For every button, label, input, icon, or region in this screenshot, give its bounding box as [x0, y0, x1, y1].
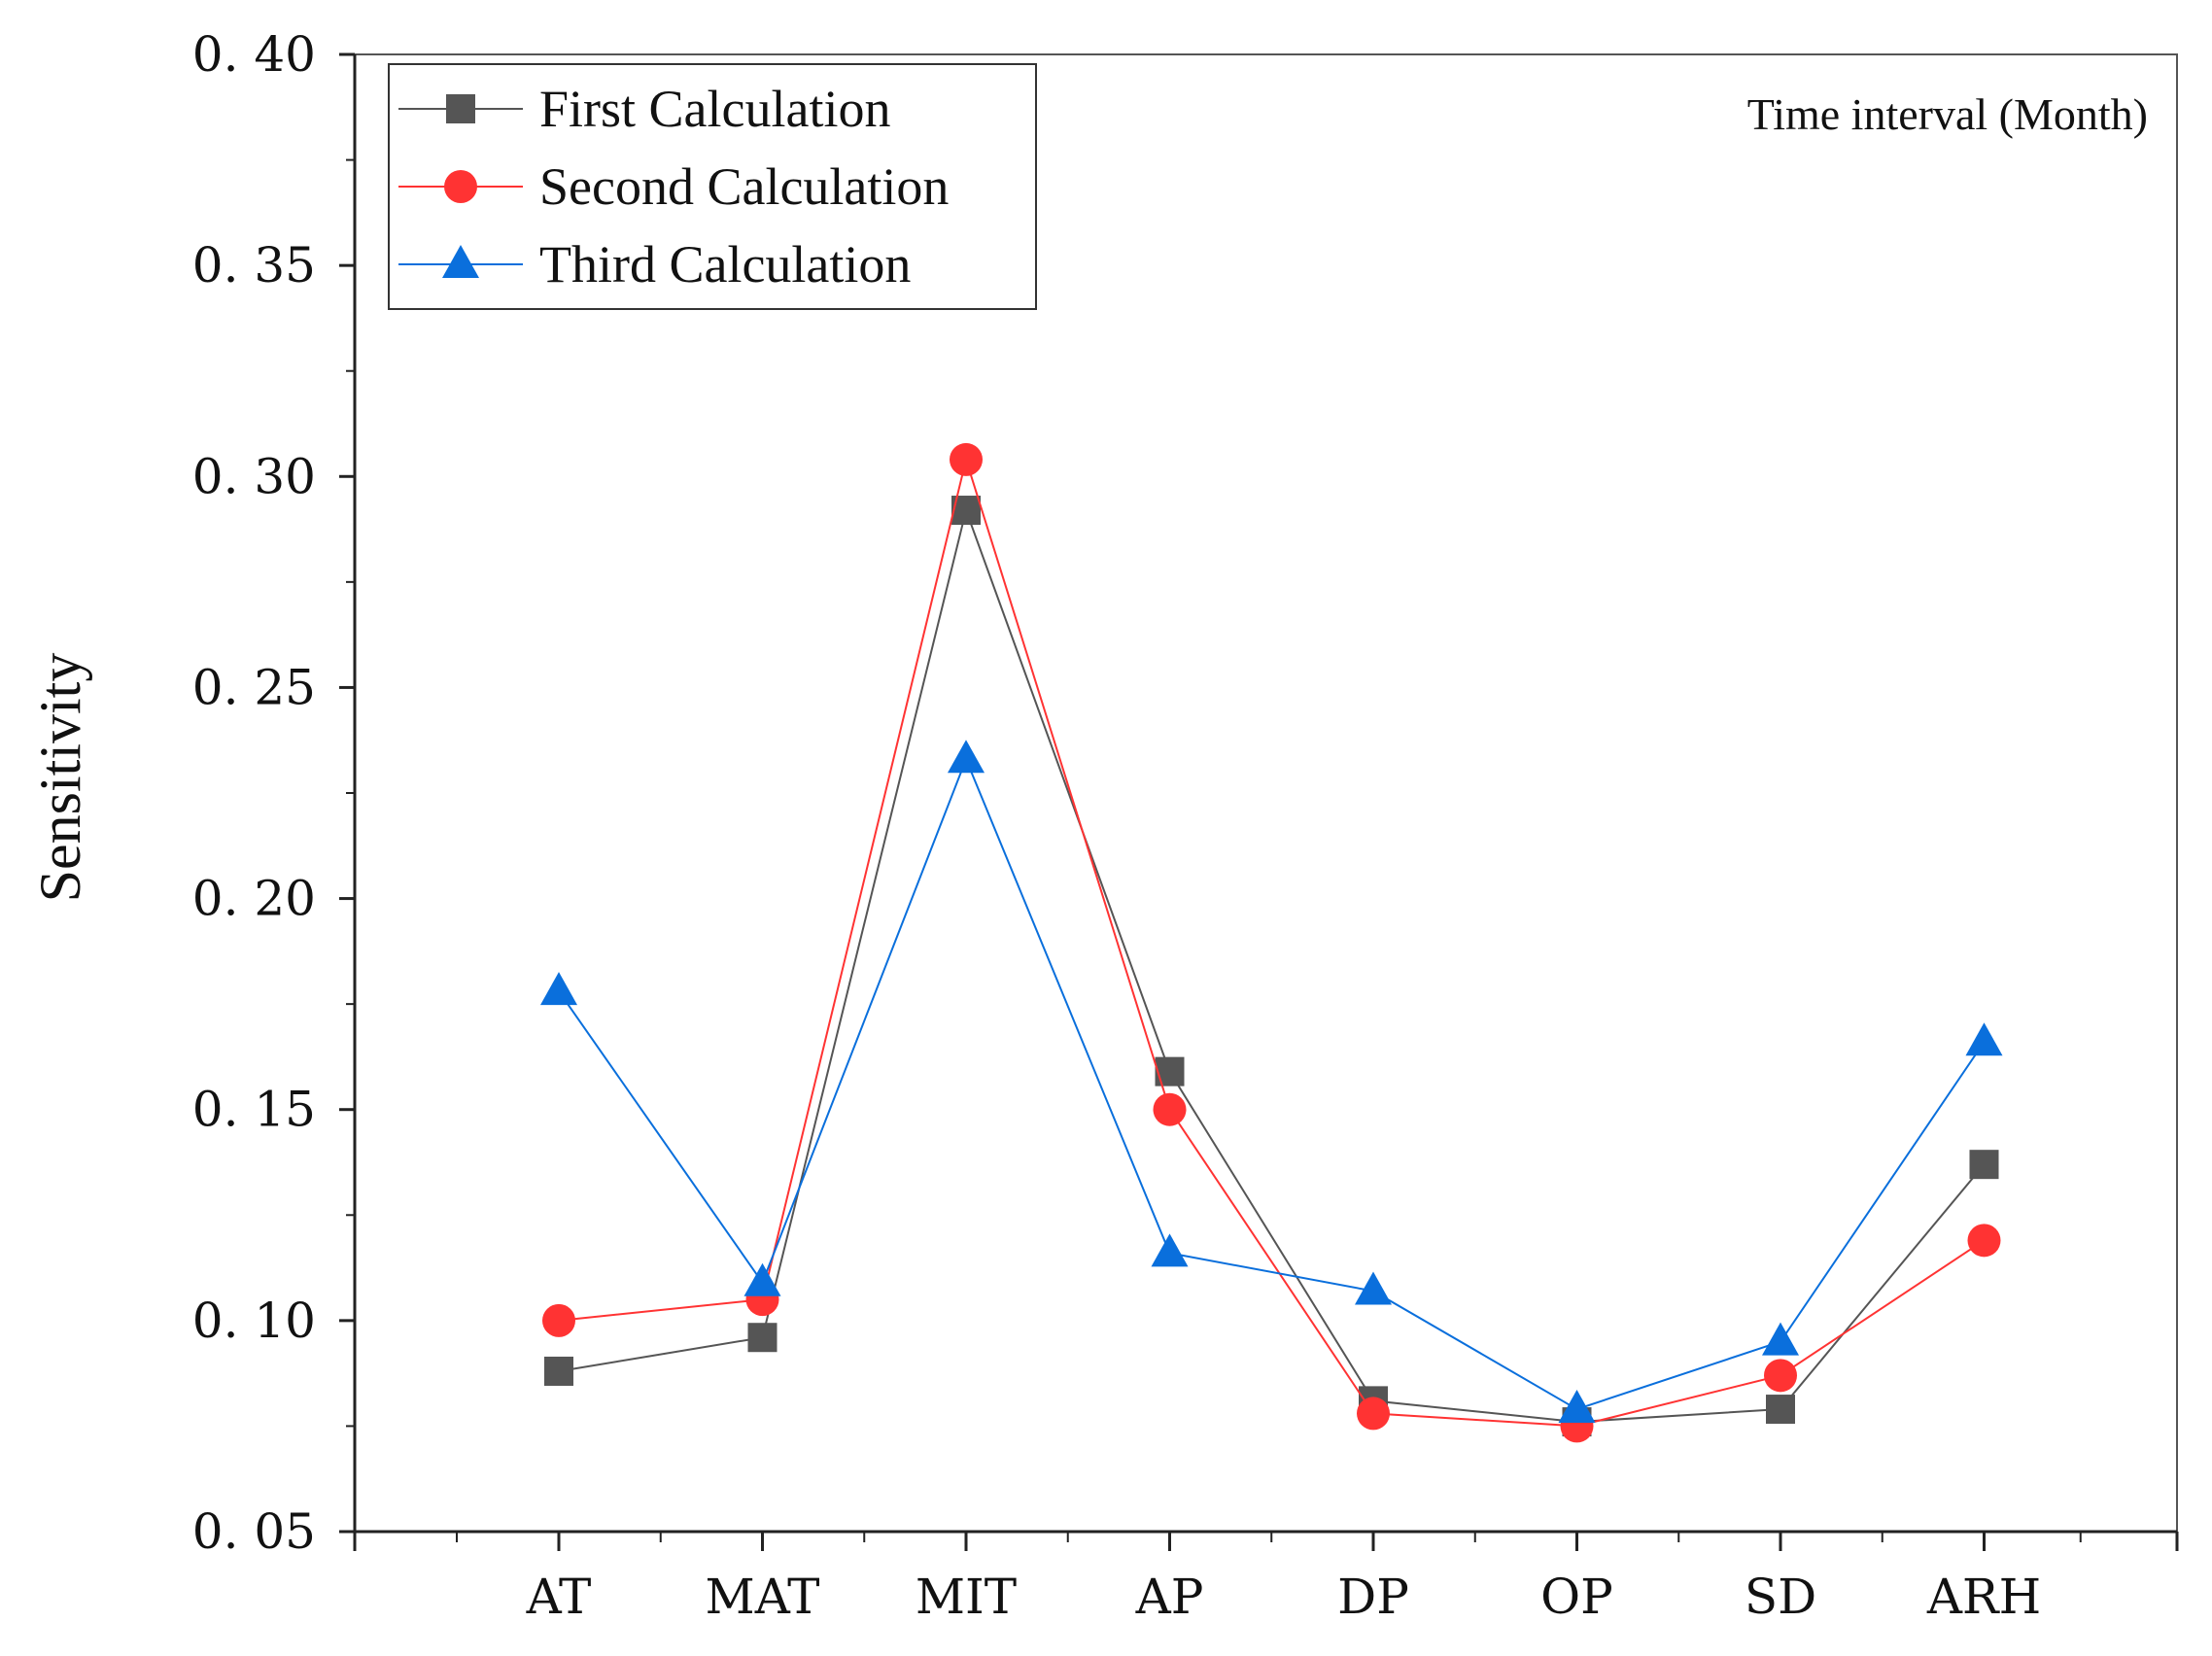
y-tick-label: 0. 10: [192, 1293, 316, 1349]
y-axis-label: Sensitivity: [28, 653, 92, 903]
series-3: [540, 740, 2003, 1424]
y-tick-label: 0. 40: [192, 26, 316, 83]
data-point: [1357, 1397, 1390, 1431]
x-tick-label: ARH: [1926, 1569, 2041, 1625]
legend-marker: [446, 94, 475, 123]
data-point: [1153, 1092, 1187, 1126]
y-tick-label: 0. 35: [192, 237, 316, 293]
x-tick-label: MIT: [916, 1569, 1017, 1625]
legend-entry: Third Calculation: [398, 235, 911, 293]
series-layer: [540, 442, 2003, 1443]
x-axis: AT MAT MIT AP DP OP SD ARH: [353, 1530, 2179, 1625]
x-tick-label: DP: [1337, 1569, 1409, 1625]
data-point: [1151, 1233, 1189, 1267]
y-tick-label: 0. 05: [192, 1503, 316, 1560]
y-tick-label: 0. 30: [192, 448, 316, 504]
legend-label: Third Calculation: [539, 235, 911, 293]
legend-label: First Calculation: [539, 80, 890, 138]
series-2: [542, 442, 2001, 1443]
data-point: [542, 1303, 575, 1337]
data-point: [1967, 1224, 2001, 1258]
series-line: [558, 506, 1986, 1424]
x-tick-label: AT: [526, 1569, 592, 1625]
x-tick-label: AP: [1135, 1569, 1204, 1625]
data-point: [948, 740, 985, 774]
data-point: [544, 1356, 573, 1386]
data-point: [1558, 1390, 1596, 1424]
x-tick-label: SD: [1745, 1569, 1816, 1625]
x-tick-label: MAT: [706, 1569, 820, 1625]
legend-marker: [444, 170, 477, 203]
legend-label: Second Calculation: [539, 157, 949, 216]
y-tick-label: 0. 25: [192, 659, 316, 715]
y-tick-label: 0. 20: [192, 871, 316, 927]
series-line: [558, 756, 1986, 1411]
data-point: [1762, 1322, 1799, 1356]
x-tick-label: OP: [1540, 1569, 1613, 1625]
data-point: [1155, 1056, 1185, 1087]
data-point: [1764, 1359, 1797, 1393]
data-point: [743, 1262, 781, 1296]
legend-marker: [442, 245, 479, 278]
data-point: [1355, 1271, 1392, 1305]
legend-entry: First Calculation: [398, 80, 890, 138]
y-axis: 0. 05 0. 10 0. 15 0. 20 0. 25 0. 30 0. 35 0. 40: [192, 26, 357, 1560]
data-point: [1969, 1150, 1999, 1180]
data-point: [747, 1323, 778, 1353]
y-tick-label: 0. 15: [192, 1082, 316, 1138]
data-point: [1965, 1022, 2003, 1056]
chart-annotation: Time interval (Month): [1747, 89, 2148, 139]
data-point: [540, 972, 577, 1006]
legend: First Calculation Second Calculation Third…: [388, 63, 1037, 310]
series-line: [558, 456, 1986, 1428]
data-point: [950, 442, 983, 476]
legend-entry: Second Calculation: [398, 157, 949, 216]
data-point: [1766, 1395, 1795, 1425]
